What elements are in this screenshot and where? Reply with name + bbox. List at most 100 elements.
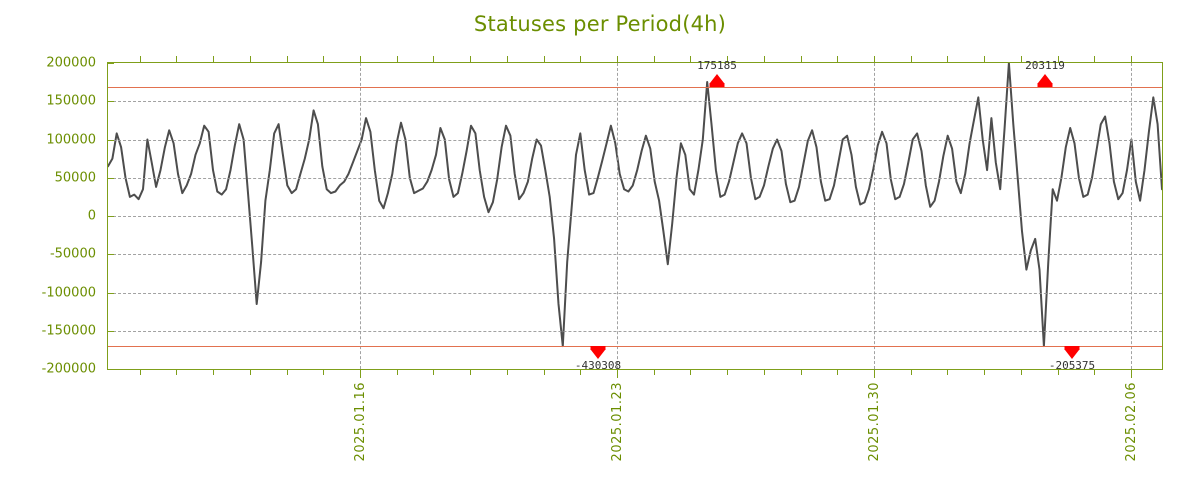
x-axis-tick-label: 2025.01.16 (353, 382, 368, 462)
x-axis-tick-top (286, 56, 288, 62)
x-axis-tick-minor (910, 370, 912, 375)
y-axis-tick-mark (107, 101, 114, 103)
x-axis-tick-minor (139, 370, 141, 375)
x-axis-tick-top (360, 56, 361, 62)
annotation-marker-down-icon[interactable] (1065, 350, 1079, 360)
x-axis-tick-top (543, 56, 545, 62)
annotation-value-label: 175185 (697, 59, 737, 73)
y-axis-tick-mark (107, 139, 114, 141)
plot-area (107, 62, 1163, 370)
y-axis-tick-label: 50000 (54, 170, 96, 186)
y-axis-tick-label: -100000 (41, 285, 96, 300)
x-axis-tick-top (470, 56, 472, 62)
x-axis-tick-top (249, 56, 251, 62)
x-axis-tick-minor (837, 370, 839, 375)
annotation-marker-down-icon[interactable] (591, 350, 605, 360)
gridline-horizontal (108, 216, 1162, 217)
x-axis-tick-top (653, 56, 655, 62)
x-axis-tick-minor (506, 370, 508, 375)
x-axis-tick-minor (433, 370, 435, 375)
x-axis-tick-minor (213, 370, 215, 375)
y-axis-tick-label: 200000 (46, 55, 96, 71)
x-axis-tick-minor (690, 370, 692, 375)
x-axis-tick-minor (323, 370, 325, 375)
annotation-value-label: -430308 (574, 359, 622, 373)
x-axis-tick-top (763, 56, 765, 62)
x-axis-tick-minor (1094, 370, 1096, 375)
gridline-vertical (874, 63, 875, 369)
x-axis-tick-top (176, 56, 178, 62)
x-axis-tick-major (874, 370, 875, 378)
x-axis-tick-minor (580, 370, 582, 375)
x-axis-tick-minor (396, 370, 398, 375)
annotation-marker-up-icon[interactable] (1038, 74, 1052, 84)
x-axis-tick-major (360, 370, 361, 378)
x-axis-tick-top (396, 56, 398, 62)
y-axis-tick-mark (107, 292, 114, 294)
y-axis-tick-label: -200000 (41, 361, 96, 377)
gridline-vertical (1131, 63, 1132, 369)
x-axis-tick-top (506, 56, 508, 62)
x-axis-tick-top (837, 56, 839, 62)
y-axis-tick-label: -150000 (41, 323, 96, 339)
y-axis-tick-label: 100000 (46, 132, 96, 147)
x-axis-tick-minor (763, 370, 765, 375)
y-axis-tick-label: 150000 (46, 93, 96, 109)
annotation-marker-bar (1064, 346, 1080, 351)
x-axis-tick-label: 2025.01.23 (610, 382, 625, 462)
y-axis-tick-mark (107, 254, 114, 256)
gridline-horizontal (108, 101, 1162, 103)
annotation-marker-bar (709, 83, 725, 88)
gridline-horizontal (108, 177, 1162, 179)
y-axis-tick-mark (107, 330, 114, 332)
x-axis-tick-major (1131, 370, 1132, 378)
x-axis-tick-top (1057, 56, 1059, 62)
y-axis-tick-mark (107, 216, 114, 217)
x-axis-tick-minor (727, 370, 729, 375)
x-axis-tick-top (1131, 56, 1132, 62)
annotation-marker-up-icon[interactable] (710, 74, 724, 84)
x-axis-tick-minor (543, 370, 545, 375)
x-axis-tick-major (617, 370, 618, 378)
x-axis-tick-minor (947, 370, 949, 375)
x-axis-tick-minor (984, 370, 986, 375)
x-axis-tick-top (690, 56, 692, 62)
x-axis-tick-top (1020, 56, 1022, 62)
x-axis-tick-top (984, 56, 986, 62)
x-axis-tick-minor (1020, 370, 1022, 375)
x-axis-tick-minor (1057, 370, 1059, 375)
y-axis-tick-mark (107, 177, 114, 179)
x-axis-tick-minor (176, 370, 178, 375)
y-axis-tick-label: -50000 (49, 246, 96, 262)
x-axis-tick-label: 2025.01.30 (867, 382, 882, 462)
x-axis-tick-top (433, 56, 435, 62)
annotation-marker-bar (1037, 83, 1053, 88)
x-axis-tick-minor (653, 370, 655, 375)
threshold-line-upper (108, 87, 1162, 89)
gridline-vertical (617, 63, 618, 369)
threshold-line-lower (108, 346, 1162, 348)
gridline-horizontal (108, 292, 1162, 294)
x-axis-tick-top (213, 56, 215, 62)
x-axis-tick-top (580, 56, 582, 62)
x-axis-tick-minor (470, 370, 472, 375)
x-axis-tick-minor (800, 370, 802, 375)
annotation-marker-bar (590, 346, 606, 351)
y-axis-tick-mark (107, 63, 114, 64)
x-axis-tick-top (800, 56, 802, 62)
x-axis-tick-top (139, 56, 141, 62)
y-axis-tick-label: 0 (87, 208, 96, 224)
gridline-horizontal (108, 254, 1162, 256)
x-axis-tick-label: 2025.02.06 (1124, 382, 1139, 462)
x-axis-tick-top (874, 56, 875, 62)
gridline-horizontal (108, 330, 1162, 332)
x-axis-tick-top (727, 56, 729, 62)
gridline-horizontal (108, 139, 1162, 141)
chart-title: Statuses per Period(4h) (473, 12, 727, 36)
x-axis-tick-top (910, 56, 912, 62)
annotation-value-label: -205375 (1048, 359, 1096, 373)
y-axis-tick-mark (107, 369, 114, 370)
x-axis-tick-top (323, 56, 325, 62)
annotation-value-label: 203119 (1025, 59, 1065, 73)
